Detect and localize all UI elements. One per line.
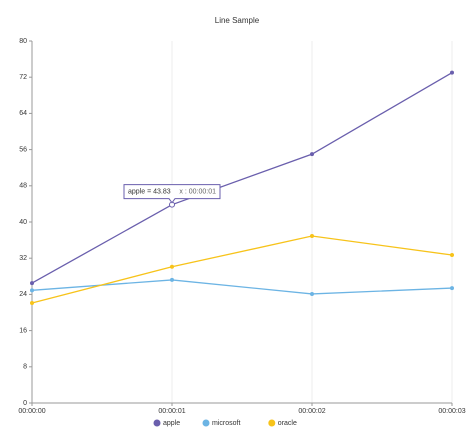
legend: apple microsoft oracle (153, 419, 297, 427)
data-point (30, 281, 34, 286)
tooltip-box (123, 184, 221, 204)
y-tick-label: 72 (19, 74, 27, 81)
y-tick-label: 48 (19, 183, 27, 190)
tooltip-label: apple = 43.83 (128, 189, 171, 196)
legend-label: oracle (278, 420, 297, 427)
y-tick-label: 64 (19, 110, 27, 117)
data-point (30, 288, 34, 293)
y-tick-label: 80 (19, 38, 27, 45)
x-tick-label: 00:00:00 (18, 408, 45, 415)
data-point (310, 291, 314, 296)
data-point (450, 70, 454, 75)
tooltip-x-label: x : 00:00:01 (179, 189, 216, 196)
series-line (31, 235, 453, 304)
series-line (31, 72, 453, 284)
data-point (310, 152, 314, 157)
data-point (170, 264, 174, 269)
data-point (30, 300, 34, 305)
legend-label: microsoft (212, 420, 240, 427)
y-tick-label: 0 (23, 400, 27, 407)
y-tick-label: 24 (19, 291, 27, 298)
data-point (310, 234, 314, 239)
y-tick-label: 56 (19, 146, 27, 153)
data-point (170, 277, 174, 282)
x-tick-label: 00:00:02 (298, 408, 325, 415)
data-point (450, 286, 454, 291)
y-tick-label: 16 (19, 327, 27, 334)
y-tick-label: 8 (23, 364, 27, 371)
data-point (450, 253, 454, 258)
y-tick-label: 40 (19, 219, 27, 226)
y-tick-label: 32 (19, 255, 27, 262)
legend-marker (202, 419, 210, 427)
legend-marker (268, 419, 276, 427)
x-tick-label: 00:00:01 (158, 408, 185, 415)
legend-label: apple (163, 420, 180, 427)
x-tick-label: 00:00:03 (438, 408, 465, 415)
chart-title: Line Sample (215, 16, 260, 25)
legend-marker (153, 419, 161, 427)
